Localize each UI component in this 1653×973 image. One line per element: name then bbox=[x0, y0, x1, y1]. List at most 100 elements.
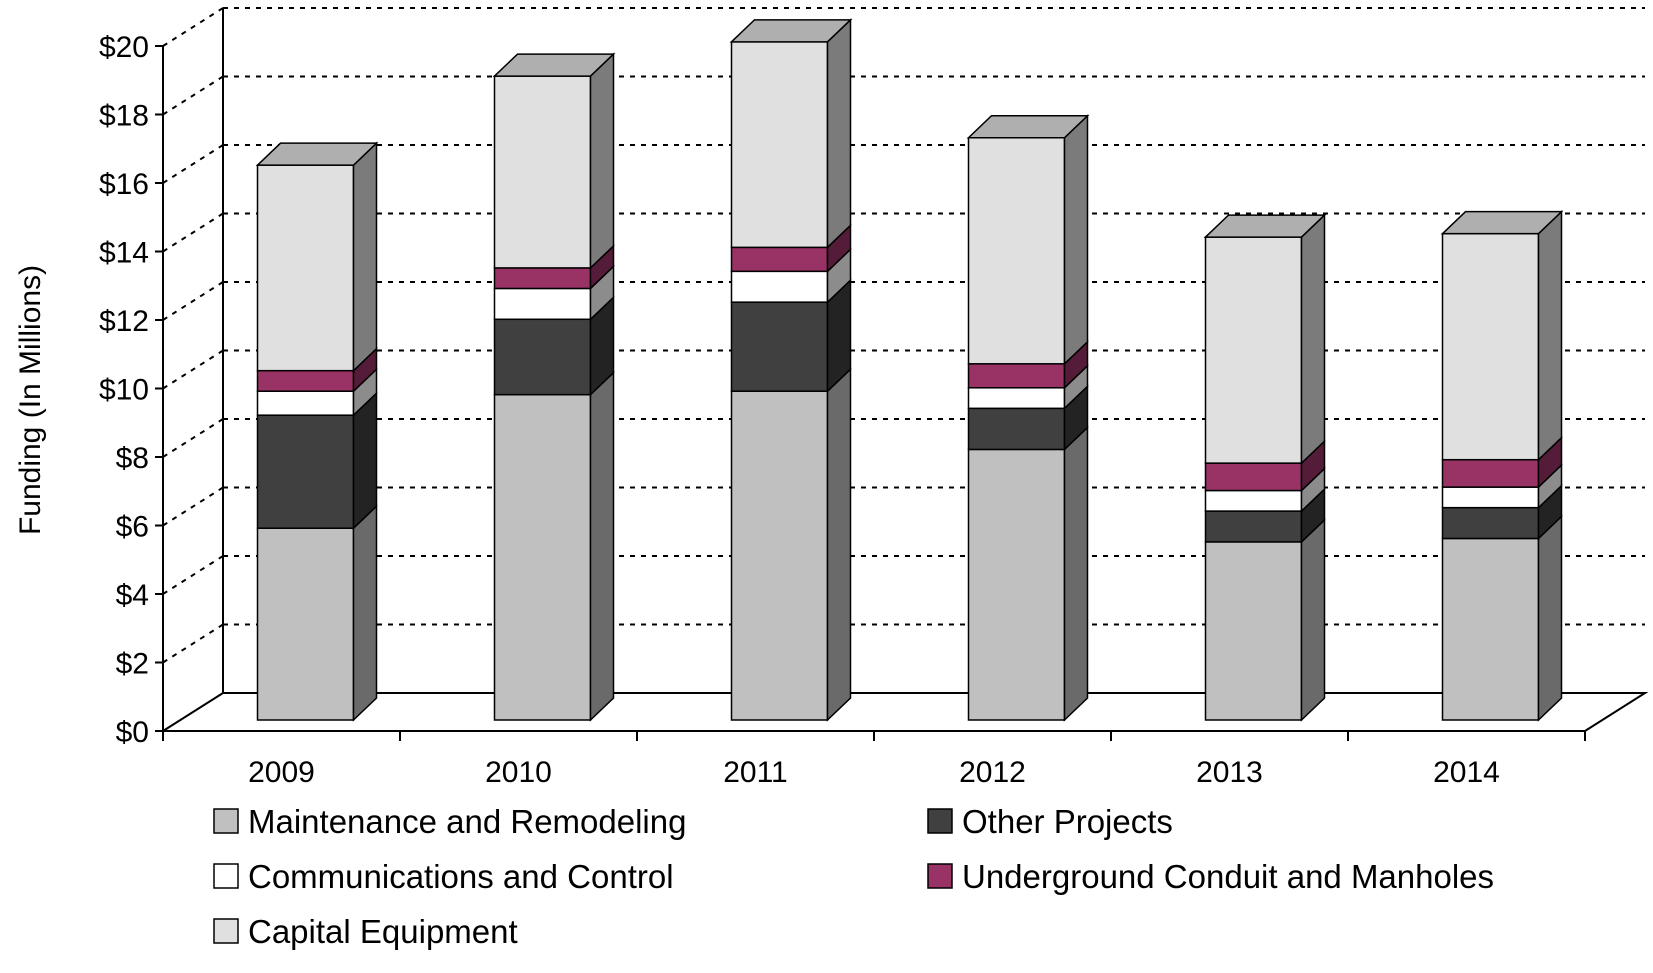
bar-stack bbox=[966, 113, 1090, 722]
bar-segment bbox=[730, 41, 829, 249]
bar-segment bbox=[967, 407, 1066, 451]
legend-label: Communications and Control bbox=[248, 858, 674, 895]
gridline-side bbox=[162, 7, 224, 47]
bar-segment bbox=[730, 270, 829, 303]
bar-segment bbox=[967, 387, 1066, 410]
y-axis: $0 $2 $4 $6 $8 $10 $12 $14 $16 $18 $20 bbox=[99, 31, 164, 749]
bar-segment-side bbox=[589, 52, 615, 270]
bar-top bbox=[492, 53, 616, 77]
legend-item: Maintenance and Remodeling bbox=[213, 803, 686, 840]
legend-swatch bbox=[927, 808, 953, 834]
legend-label: Underground Conduit and Manholes bbox=[962, 858, 1494, 895]
gridline-side bbox=[162, 486, 224, 527]
gridline-side bbox=[162, 623, 224, 664]
gridline-side bbox=[162, 349, 224, 390]
legend-label: Capital Equipment bbox=[248, 913, 518, 950]
back-wall bbox=[159, 7, 1649, 732]
bar-segment bbox=[1441, 458, 1540, 488]
bar-segment bbox=[1441, 486, 1540, 509]
x-tick-label: 2013 bbox=[1196, 756, 1263, 789]
gridline-side bbox=[162, 418, 224, 458]
bar-stack bbox=[255, 141, 379, 722]
y-tick-label: $12 bbox=[99, 305, 149, 338]
y-tick-label: $4 bbox=[116, 579, 149, 612]
bar-segment-side bbox=[826, 367, 852, 722]
legend-item: Communications and Control bbox=[213, 858, 674, 895]
bar-segment bbox=[493, 393, 592, 721]
bar-stack bbox=[492, 52, 616, 722]
bar-segment-side bbox=[352, 391, 378, 530]
y-axis-title: Funding (In Millions) bbox=[14, 265, 47, 535]
bar-segment bbox=[256, 164, 355, 372]
bar-segment bbox=[256, 390, 355, 416]
legend-item: Other Projects bbox=[927, 803, 1173, 840]
y-tick-label: $16 bbox=[99, 168, 149, 201]
bar-segment bbox=[256, 414, 355, 529]
legend-swatch bbox=[213, 863, 239, 889]
x-tick-label: 2012 bbox=[959, 756, 1026, 789]
floor bbox=[159, 692, 1649, 732]
legend-swatch bbox=[213, 808, 239, 834]
bar-stack bbox=[1440, 209, 1564, 722]
gridline-side bbox=[162, 212, 224, 253]
bar-top bbox=[1440, 210, 1564, 235]
legend-swatch bbox=[927, 863, 953, 889]
bar-segment bbox=[1204, 489, 1303, 512]
bar-segment bbox=[1204, 236, 1303, 464]
bar-segment bbox=[493, 267, 592, 290]
bar-top bbox=[729, 19, 853, 43]
bar-segment bbox=[1441, 232, 1540, 461]
bar-segment-side bbox=[826, 18, 852, 250]
bar-top bbox=[1203, 214, 1327, 238]
bar-segment bbox=[493, 75, 592, 269]
bars bbox=[255, 18, 1564, 722]
x-tick-label: 2010 bbox=[485, 756, 552, 789]
y-tick-label: $2 bbox=[116, 648, 149, 681]
bar-segment bbox=[730, 246, 829, 273]
bar-segment-side bbox=[1300, 213, 1326, 465]
gridline-side bbox=[162, 281, 224, 321]
legend-item: Underground Conduit and Manholes bbox=[927, 858, 1494, 895]
bar-segment bbox=[967, 363, 1066, 389]
y-tick-label: $0 bbox=[116, 716, 149, 749]
y-tick-label: $8 bbox=[116, 442, 149, 475]
bar-segment-side bbox=[1537, 514, 1563, 722]
bar-segment bbox=[256, 527, 355, 721]
y-tick-label: $14 bbox=[99, 237, 149, 270]
bar-segment bbox=[730, 301, 829, 392]
y-tick-label: $6 bbox=[116, 511, 149, 544]
bar-segment bbox=[967, 448, 1066, 721]
bar-stack bbox=[1203, 213, 1327, 722]
y-tick-label: $20 bbox=[99, 31, 149, 64]
bar-segment bbox=[1441, 506, 1540, 540]
bar-segment bbox=[730, 390, 829, 721]
legend: Maintenance and Remodeling Other Projects… bbox=[213, 803, 1494, 950]
gridline-side bbox=[162, 144, 224, 184]
bar-top bbox=[966, 115, 1090, 139]
bar-segment-side bbox=[1300, 518, 1326, 722]
bar-segment bbox=[967, 137, 1066, 365]
bar-segment-side bbox=[1063, 113, 1089, 366]
bar-segment bbox=[1204, 510, 1303, 543]
legend-item: Capital Equipment bbox=[213, 913, 518, 950]
bar-segment bbox=[493, 318, 592, 396]
bar-segment-side bbox=[352, 141, 378, 373]
bar-top bbox=[255, 142, 379, 166]
bar-segment-side bbox=[1537, 209, 1563, 462]
bar-segment-side bbox=[1063, 425, 1089, 722]
bar-segment bbox=[1204, 541, 1303, 721]
bar-segment-side bbox=[352, 504, 378, 722]
bar-segment bbox=[1441, 537, 1540, 721]
bar-stack bbox=[729, 18, 853, 722]
legend-label: Other Projects bbox=[962, 803, 1173, 840]
x-tick-label: 2011 bbox=[723, 756, 788, 789]
y-tick-label: $10 bbox=[99, 374, 149, 407]
legend-label: Maintenance and Remodeling bbox=[248, 803, 686, 840]
y-tick-label: $18 bbox=[99, 100, 149, 133]
x-axis: 2009 2010 2011 2012 2013 2014 bbox=[162, 730, 1586, 789]
legend-swatch bbox=[213, 918, 239, 944]
bar-segment-side bbox=[589, 370, 615, 722]
x-tick-label: 2009 bbox=[248, 756, 315, 789]
gridline-side bbox=[162, 555, 224, 595]
